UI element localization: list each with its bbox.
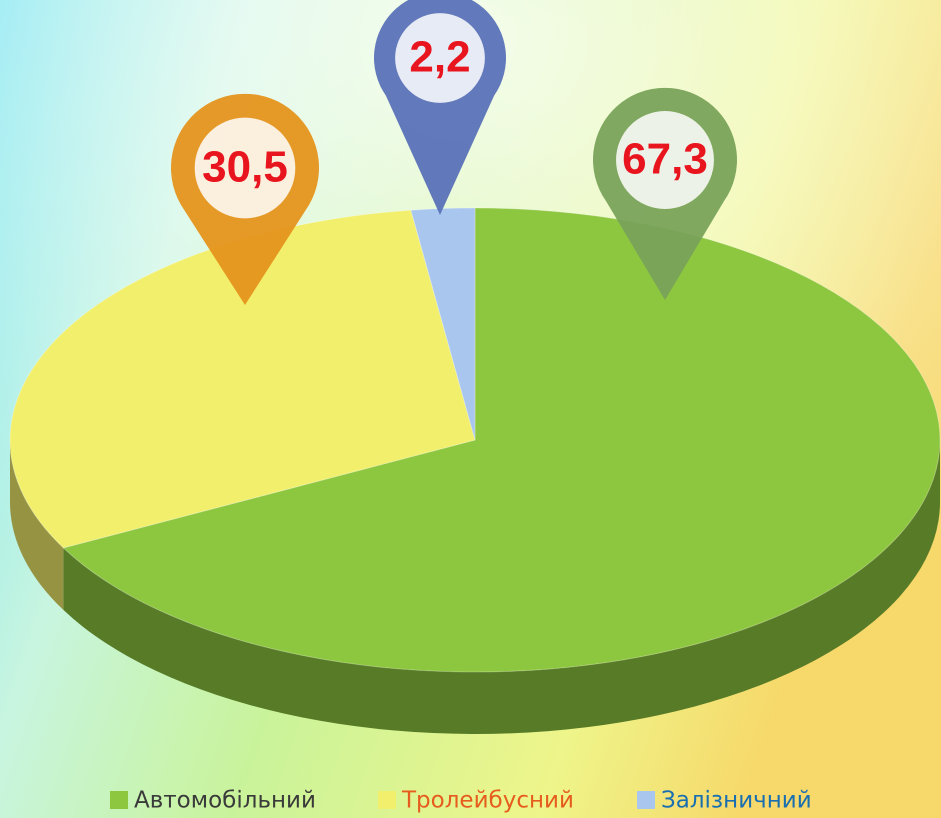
legend: Автомобільний Тролейбусний Залізничний <box>110 788 812 814</box>
legend-label: Тролейбусний <box>401 788 574 814</box>
legend-label: Залізничний <box>661 788 812 814</box>
chart: 67,3 30,5 2,2 Автомобільний Тролейбусний Зал… <box>0 0 941 818</box>
legend-swatch <box>637 791 655 809</box>
pie <box>10 208 940 734</box>
legend-swatch <box>378 791 396 809</box>
legend-swatch <box>110 791 128 809</box>
data-label: 67,3 <box>622 135 708 184</box>
legend-label: Автомобільний <box>134 788 316 814</box>
data-label: 30,5 <box>202 143 288 192</box>
data-label: 2,2 <box>409 33 470 82</box>
